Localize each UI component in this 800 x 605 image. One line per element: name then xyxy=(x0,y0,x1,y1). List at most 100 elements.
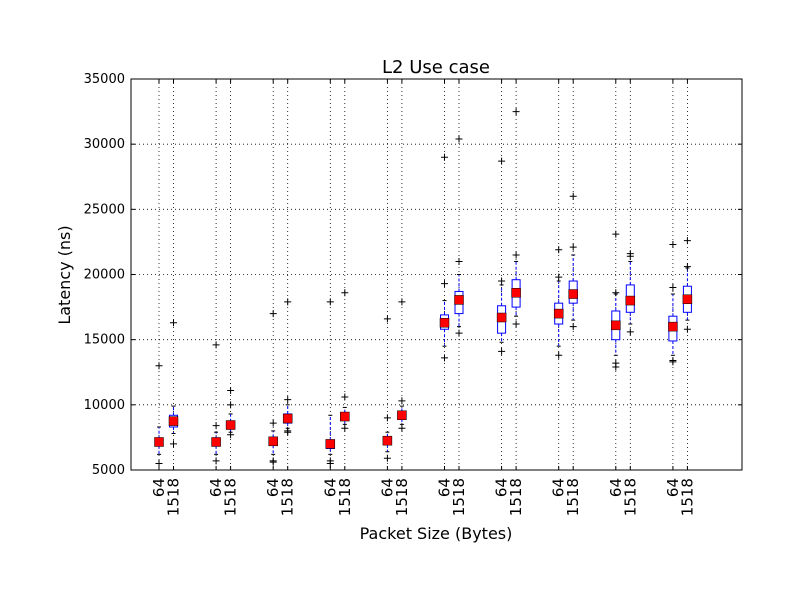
y-tick-label: 30000 xyxy=(84,137,125,152)
outlier-marker xyxy=(612,230,620,238)
box-plot-group xyxy=(682,237,693,333)
outlier-marker xyxy=(227,431,235,439)
y-tick-label: 10000 xyxy=(84,398,125,413)
outlier-marker xyxy=(227,386,235,394)
outlier-marker xyxy=(398,397,406,405)
outlier-marker xyxy=(269,419,277,427)
mean-marker xyxy=(553,308,564,319)
outlier-marker xyxy=(569,243,577,251)
box-plot-group xyxy=(611,230,621,371)
outlier-marker xyxy=(284,298,292,306)
y-tick-label: 15000 xyxy=(84,333,125,348)
mean-marker xyxy=(211,437,221,447)
outlier-marker xyxy=(227,401,235,409)
x-tick-label: 1518 xyxy=(507,478,525,516)
box-plot-group xyxy=(340,289,350,432)
box-plot-group xyxy=(553,246,564,359)
y-axis-ticks: 5000 10000 15000 20000 25000 30000 35000 xyxy=(84,72,742,478)
box-plot-group xyxy=(282,298,293,436)
box-plot-group xyxy=(225,386,236,439)
outlier-marker xyxy=(212,341,220,349)
outlier-marker xyxy=(512,320,520,328)
mean-marker xyxy=(625,295,636,306)
outlier-marker xyxy=(341,424,349,432)
mean-marker xyxy=(454,295,464,305)
outlier-marker xyxy=(669,284,677,292)
chart-title: L2 Use case xyxy=(382,57,490,78)
outlier-marker xyxy=(569,323,577,331)
outlier-marker xyxy=(512,108,520,116)
outlier-marker xyxy=(383,414,391,422)
x-tick-label: 1518 xyxy=(564,478,582,516)
outlier-marker xyxy=(441,153,448,161)
mean-marker xyxy=(282,413,293,424)
box-plot-group xyxy=(397,298,407,432)
box-plot-group xyxy=(496,157,507,355)
mean-marker xyxy=(268,436,278,447)
box-plot-group xyxy=(325,298,336,467)
outlier-marker xyxy=(155,459,163,467)
box-plot-group xyxy=(211,341,221,465)
x-tick-label: 64 xyxy=(264,478,282,497)
outlier-marker xyxy=(683,325,691,333)
box-series xyxy=(154,108,693,467)
box-plot-group xyxy=(439,153,450,362)
outlier-marker xyxy=(612,289,620,297)
x-axis-label: Packet Size (Bytes) xyxy=(360,524,513,543)
mean-marker xyxy=(382,435,393,446)
mean-marker xyxy=(397,410,407,421)
outlier-marker xyxy=(326,298,334,306)
mean-marker xyxy=(668,321,678,332)
box-plot-group xyxy=(568,192,578,331)
outlier-marker xyxy=(383,454,391,462)
x-tick-label: 64 xyxy=(150,478,168,497)
y-tick-label: 20000 xyxy=(84,268,125,283)
outlier-marker xyxy=(498,347,506,355)
outlier-marker xyxy=(441,354,448,362)
outlier-marker xyxy=(341,289,349,297)
outlier-marker xyxy=(341,393,349,401)
outlier-marker xyxy=(269,457,277,465)
x-tick-label: 64 xyxy=(378,478,396,497)
x-tick-label: 1518 xyxy=(336,478,354,516)
outlier-marker xyxy=(383,315,391,323)
outlier-marker xyxy=(170,319,177,327)
outlier-marker xyxy=(498,157,506,165)
outlier-marker xyxy=(569,192,577,200)
x-tick-label: 64 xyxy=(607,478,625,497)
outlier-marker xyxy=(269,310,277,318)
mean-marker xyxy=(568,289,578,299)
outlier-marker xyxy=(455,135,463,143)
x-tick-label: 64 xyxy=(664,478,682,497)
outlier-marker xyxy=(398,424,406,432)
mean-marker xyxy=(168,416,179,426)
box-plot-group xyxy=(625,250,636,336)
outlier-marker xyxy=(455,329,463,337)
outlier-marker xyxy=(284,396,292,404)
mean-marker xyxy=(682,294,693,305)
x-tick-label: 64 xyxy=(493,478,511,497)
mean-marker xyxy=(154,437,164,447)
x-tick-label: 1518 xyxy=(165,478,183,516)
x-tick-label: 64 xyxy=(207,478,225,497)
outlier-marker xyxy=(683,263,691,271)
outlier-marker xyxy=(212,422,220,430)
outlier-marker xyxy=(669,241,677,249)
x-tick-label: 1518 xyxy=(450,478,468,516)
outlier-marker xyxy=(612,359,620,367)
box-plot-group xyxy=(511,108,521,328)
outlier-marker xyxy=(326,457,334,465)
outlier-marker xyxy=(155,362,163,370)
outlier-marker xyxy=(512,251,520,259)
outlier-marker xyxy=(398,298,406,306)
outlier-marker xyxy=(555,246,563,254)
box-plot-group xyxy=(268,310,278,466)
y-tick-label: 35000 xyxy=(84,72,125,87)
outlier-marker xyxy=(626,328,634,336)
outlier-marker xyxy=(498,277,506,285)
outlier-marker xyxy=(170,440,177,448)
